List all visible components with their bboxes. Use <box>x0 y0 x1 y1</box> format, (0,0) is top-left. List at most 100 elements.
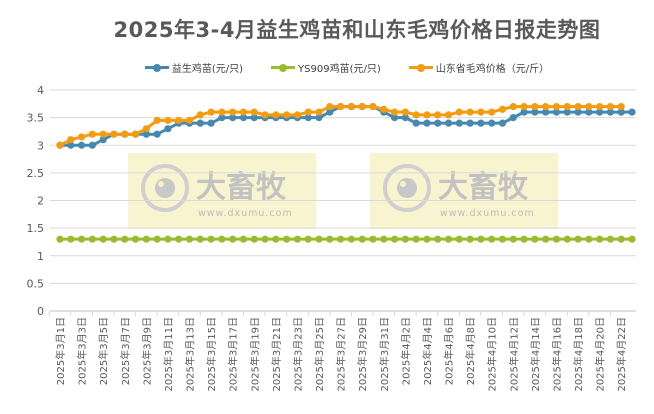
data-point[interactable] <box>196 111 204 119</box>
data-point[interactable] <box>552 102 561 111</box>
data-point[interactable] <box>617 108 625 116</box>
data-point[interactable] <box>434 111 442 119</box>
data-point[interactable] <box>153 130 161 138</box>
data-point[interactable] <box>229 114 237 122</box>
data-point[interactable] <box>326 102 334 111</box>
data-point[interactable] <box>229 235 237 243</box>
data-point[interactable] <box>110 130 118 138</box>
data-point[interactable] <box>153 116 161 124</box>
data-point[interactable] <box>185 235 194 243</box>
data-point[interactable] <box>283 111 291 119</box>
data-point[interactable] <box>164 125 172 133</box>
data-point[interactable] <box>315 114 323 122</box>
data-point[interactable] <box>574 102 582 111</box>
data-point[interactable] <box>250 108 258 116</box>
data-point[interactable] <box>77 141 86 149</box>
data-point[interactable] <box>304 235 312 243</box>
data-point[interactable] <box>153 235 161 243</box>
data-point[interactable] <box>142 130 150 138</box>
data-point[interactable] <box>164 116 172 124</box>
data-point[interactable] <box>563 108 571 116</box>
data-point[interactable] <box>488 108 496 116</box>
data-point[interactable] <box>606 235 615 243</box>
data-point[interactable] <box>509 235 517 243</box>
data-point[interactable] <box>164 235 172 243</box>
data-point[interactable] <box>498 105 507 113</box>
data-point[interactable] <box>369 102 377 111</box>
data-point[interactable] <box>196 235 204 243</box>
data-point[interactable] <box>358 102 366 111</box>
data-point[interactable] <box>401 108 409 116</box>
data-point[interactable] <box>455 235 463 243</box>
data-point[interactable] <box>390 235 399 243</box>
data-point[interactable] <box>131 130 140 138</box>
data-point[interactable] <box>67 235 75 243</box>
data-point[interactable] <box>585 108 593 116</box>
data-point[interactable] <box>77 133 86 141</box>
data-point[interactable] <box>401 235 409 243</box>
data-point[interactable] <box>531 102 539 111</box>
data-point[interactable] <box>250 235 258 243</box>
data-point[interactable] <box>218 235 226 243</box>
data-point[interactable] <box>369 235 377 243</box>
data-point[interactable] <box>617 235 625 243</box>
data-point[interactable] <box>596 235 604 243</box>
data-point[interactable] <box>358 235 366 243</box>
data-point[interactable] <box>542 102 550 111</box>
data-point[interactable] <box>380 105 388 113</box>
data-point[interactable] <box>542 235 550 243</box>
data-point[interactable] <box>250 114 258 122</box>
data-point[interactable] <box>337 102 345 111</box>
data-point[interactable] <box>261 111 269 119</box>
data-point[interactable] <box>229 108 237 116</box>
data-point[interactable] <box>196 119 204 127</box>
data-point[interactable] <box>412 119 420 127</box>
data-point[interactable] <box>185 116 194 124</box>
data-point[interactable] <box>207 235 215 243</box>
data-point[interactable] <box>466 108 474 116</box>
data-point[interactable] <box>412 235 420 243</box>
data-point[interactable] <box>131 235 140 243</box>
data-point[interactable] <box>520 102 528 111</box>
data-point[interactable] <box>207 108 215 116</box>
data-point[interactable] <box>455 108 463 116</box>
data-point[interactable] <box>628 108 636 116</box>
data-point[interactable] <box>531 235 539 243</box>
data-point[interactable] <box>207 119 215 127</box>
data-point[interactable] <box>434 119 442 127</box>
data-point[interactable] <box>175 116 183 124</box>
data-point[interactable] <box>423 119 431 127</box>
data-point[interactable] <box>77 235 86 243</box>
data-point[interactable] <box>563 235 571 243</box>
data-point[interactable] <box>520 235 528 243</box>
data-point[interactable] <box>326 108 334 116</box>
data-point[interactable] <box>509 102 517 111</box>
data-point[interactable] <box>239 108 248 116</box>
data-point[interactable] <box>498 235 507 243</box>
data-point[interactable] <box>412 111 420 119</box>
data-point[interactable] <box>488 119 496 127</box>
data-point[interactable] <box>466 119 474 127</box>
data-point[interactable] <box>315 235 323 243</box>
data-point[interactable] <box>585 235 593 243</box>
data-point[interactable] <box>326 235 334 243</box>
data-point[interactable] <box>347 102 355 111</box>
data-point[interactable] <box>498 119 507 127</box>
data-point[interactable] <box>218 114 226 122</box>
data-point[interactable] <box>552 108 561 116</box>
data-point[interactable] <box>239 235 248 243</box>
data-point[interactable] <box>596 108 604 116</box>
data-point[interactable] <box>509 114 517 122</box>
data-point[interactable] <box>272 235 280 243</box>
legend-item-ys909[interactable]: YS909鸡苗(元/只) <box>271 60 381 75</box>
data-point[interactable] <box>218 108 226 116</box>
data-point[interactable] <box>293 235 302 243</box>
data-point[interactable] <box>272 111 280 119</box>
data-point[interactable] <box>423 235 431 243</box>
data-point[interactable] <box>347 235 355 243</box>
data-point[interactable] <box>606 102 615 111</box>
data-point[interactable] <box>585 102 593 111</box>
legend-item-yisheng[interactable]: 益生鸡苗(元/只) <box>144 60 243 75</box>
data-point[interactable] <box>444 111 453 119</box>
data-point[interactable] <box>617 102 625 111</box>
